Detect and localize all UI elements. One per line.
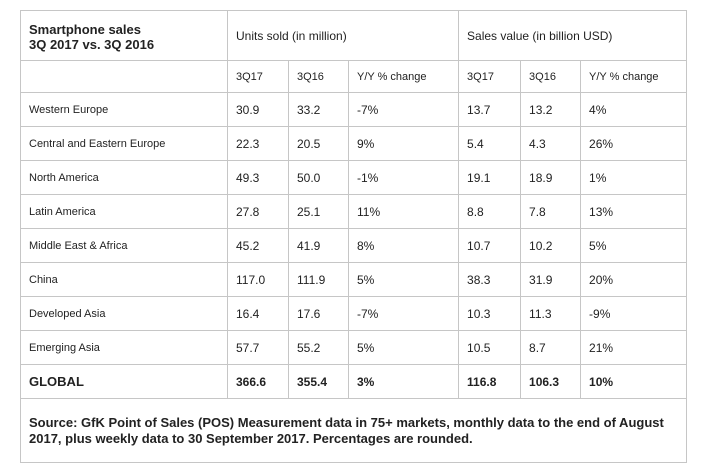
region-name: Central and Eastern Europe bbox=[20, 126, 228, 161]
global-label: GLOBAL bbox=[20, 364, 228, 399]
region-name: Western Europe bbox=[20, 92, 228, 127]
units-yoy: 5% bbox=[347, 330, 460, 365]
units-yoy: 5% bbox=[347, 262, 460, 297]
value-yoy: 21% bbox=[580, 330, 688, 365]
table-row: Middle East & Africa 45.2 41.9 8% 10.7 1… bbox=[20, 228, 688, 263]
units-yoy: 11% bbox=[347, 194, 460, 229]
global-value-3q17: 116.8 bbox=[458, 364, 522, 399]
source-note: Source: GfK Point of Sales (POS) Measure… bbox=[19, 398, 688, 463]
value-yoy: 20% bbox=[580, 262, 688, 297]
value-3q17: 10.7 bbox=[458, 228, 522, 263]
value-3q16: 4.3 bbox=[520, 126, 582, 161]
units-yoy: 9% bbox=[347, 126, 460, 161]
units-yoy: -1% bbox=[347, 160, 460, 195]
units-3q16: 55.2 bbox=[288, 330, 349, 365]
units-3q17: 30.9 bbox=[227, 92, 289, 127]
header-row: Smartphone sales 3Q 2017 vs. 3Q 2016 Uni… bbox=[20, 10, 688, 61]
global-value-yoy: 10% bbox=[580, 364, 688, 399]
value-yoy: 13% bbox=[580, 194, 688, 229]
col-header-value-3q16: 3Q16 bbox=[520, 60, 582, 93]
value-3q16: 8.7 bbox=[520, 330, 582, 365]
col-header-value-yoy: Y/Y % change bbox=[580, 60, 688, 93]
units-3q17: 22.3 bbox=[227, 126, 289, 161]
region-name: Middle East & Africa bbox=[20, 228, 228, 263]
global-units-3q16: 355.4 bbox=[288, 364, 349, 399]
table-title-line1: Smartphone sales bbox=[29, 21, 141, 37]
value-3q16: 31.9 bbox=[520, 262, 582, 297]
units-3q16: 17.6 bbox=[288, 296, 349, 331]
units-3q17: 27.8 bbox=[227, 194, 289, 229]
units-3q17: 49.3 bbox=[227, 160, 289, 195]
col-header-value-3q17: 3Q17 bbox=[458, 60, 522, 93]
smartphone-sales-table: Smartphone sales 3Q 2017 vs. 3Q 2016 Uni… bbox=[19, 10, 688, 463]
region-name: North America bbox=[20, 160, 228, 195]
value-3q16: 18.9 bbox=[520, 160, 582, 195]
sales-value-group-header: Sales value (in billion USD) bbox=[458, 10, 688, 61]
units-sold-group-header: Units sold (in million) bbox=[226, 10, 460, 61]
value-3q17: 13.7 bbox=[458, 92, 522, 127]
value-3q16: 10.2 bbox=[520, 228, 582, 263]
table-title: Smartphone sales 3Q 2017 vs. 3Q 2016 bbox=[20, 10, 228, 61]
table-row: Latin America 27.8 25.1 11% 8.8 7.8 13% bbox=[20, 194, 688, 229]
value-yoy: 5% bbox=[580, 228, 688, 263]
units-3q16: 111.9 bbox=[288, 262, 349, 297]
units-3q17: 57.7 bbox=[227, 330, 289, 365]
global-value-3q16: 106.3 bbox=[520, 364, 582, 399]
value-3q17: 10.5 bbox=[458, 330, 522, 365]
value-yoy: 26% bbox=[580, 126, 688, 161]
value-yoy: -9% bbox=[580, 296, 688, 331]
value-3q17: 19.1 bbox=[458, 160, 522, 195]
value-yoy: 4% bbox=[580, 92, 688, 127]
global-units-3q17: 366.6 bbox=[227, 364, 289, 399]
value-3q17: 38.3 bbox=[458, 262, 522, 297]
region-name: Latin America bbox=[20, 194, 228, 229]
units-3q16: 25.1 bbox=[288, 194, 349, 229]
table-row: China 117.0 111.9 5% 38.3 31.9 20% bbox=[20, 262, 688, 297]
region-name: Emerging Asia bbox=[20, 330, 228, 365]
sales-table-container: Smartphone sales 3Q 2017 vs. 3Q 2016 Uni… bbox=[19, 10, 688, 463]
value-3q16: 7.8 bbox=[520, 194, 582, 229]
global-total-row: GLOBAL 366.6 355.4 3% 116.8 106.3 10% bbox=[20, 364, 688, 399]
units-3q17: 117.0 bbox=[227, 262, 289, 297]
units-3q16: 20.5 bbox=[288, 126, 349, 161]
value-3q17: 8.8 bbox=[458, 194, 522, 229]
units-3q17: 16.4 bbox=[227, 296, 289, 331]
column-header-row: 3Q17 3Q16 Y/Y % change 3Q17 3Q16 Y/Y % c… bbox=[20, 60, 688, 93]
value-3q17: 10.3 bbox=[458, 296, 522, 331]
units-3q16: 50.0 bbox=[288, 160, 349, 195]
units-3q16: 33.2 bbox=[288, 92, 349, 127]
table-row: Developed Asia 16.4 17.6 -7% 10.3 11.3 -… bbox=[20, 296, 688, 331]
table-row: Western Europe 30.9 33.2 -7% 13.7 13.2 4… bbox=[20, 92, 688, 127]
value-3q16: 13.2 bbox=[520, 92, 582, 127]
value-3q17: 5.4 bbox=[458, 126, 522, 161]
col-header-units-yoy: Y/Y % change bbox=[347, 60, 460, 93]
table-row: Central and Eastern Europe 22.3 20.5 9% … bbox=[20, 126, 688, 161]
global-units-yoy: 3% bbox=[347, 364, 460, 399]
table-title-line2: 3Q 2017 vs. 3Q 2016 bbox=[29, 36, 155, 52]
value-yoy: 1% bbox=[580, 160, 688, 195]
region-name: China bbox=[20, 262, 228, 297]
units-yoy: -7% bbox=[347, 92, 460, 127]
col-header-units-3q17: 3Q17 bbox=[227, 60, 289, 93]
empty-header-cell bbox=[20, 60, 228, 93]
table-row: North America 49.3 50.0 -1% 19.1 18.9 1% bbox=[20, 160, 688, 195]
col-header-units-3q16: 3Q16 bbox=[288, 60, 349, 93]
value-3q16: 11.3 bbox=[520, 296, 582, 331]
units-yoy: -7% bbox=[347, 296, 460, 331]
table-row: Emerging Asia 57.7 55.2 5% 10.5 8.7 21% bbox=[20, 330, 688, 365]
units-3q17: 45.2 bbox=[227, 228, 289, 263]
units-yoy: 8% bbox=[347, 228, 460, 263]
source-row: Source: GfK Point of Sales (POS) Measure… bbox=[19, 398, 688, 463]
units-3q16: 41.9 bbox=[288, 228, 349, 263]
region-name: Developed Asia bbox=[20, 296, 228, 331]
